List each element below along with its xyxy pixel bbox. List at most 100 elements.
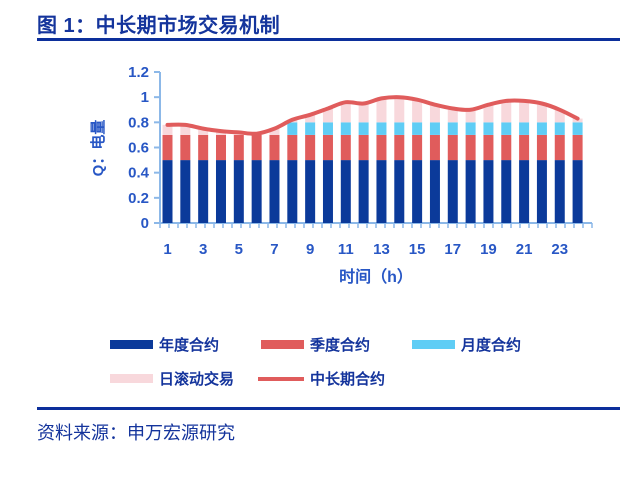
x-tick-label: 3 [199, 241, 207, 258]
bar-segment-季度合约 [358, 134, 369, 161]
bar-segment-年度合约 [554, 160, 565, 223]
bar-segment-季度合约 [483, 134, 494, 161]
bar-segment-年度合约 [572, 160, 583, 223]
bar-segment-月度合约 [572, 122, 583, 135]
x-tick-label: 5 [235, 241, 243, 258]
bar-segment-年度合约 [233, 160, 244, 223]
bar-segment-季度合约 [572, 134, 583, 161]
bar-segment-日滚动交易 [358, 103, 369, 123]
legend-item-月度合约: 月度合约 [412, 334, 521, 355]
bar-segment-年度合约 [376, 160, 387, 223]
bar-segment-年度合约 [519, 160, 530, 223]
bar-segment-年度合约 [322, 160, 333, 223]
x-tick-label: 7 [270, 241, 278, 258]
legend-item-季度合约: 季度合约 [261, 334, 370, 355]
title-underline [37, 38, 620, 41]
bar-segment-年度合约 [412, 160, 423, 223]
bar-segment-日滚动交易 [394, 97, 405, 123]
legend-swatch-bar [412, 340, 456, 349]
bar-segment-季度合约 [412, 134, 423, 161]
bar-segment-年度合约 [340, 160, 351, 223]
bar-segment-季度合约 [322, 134, 333, 161]
bar-segment-年度合约 [305, 160, 316, 223]
legend-label: 年度合约 [159, 337, 220, 354]
bar-segment-季度合约 [305, 134, 316, 161]
legend-swatch-bar [261, 340, 305, 349]
bar-segment-年度合约 [162, 160, 173, 223]
bar-segment-日滚动交易 [501, 100, 512, 123]
x-tick-label: 13 [373, 241, 390, 258]
bar-segment-日滚动交易 [269, 128, 280, 135]
bar-segment-年度合约 [536, 160, 547, 223]
bar-segment-日滚动交易 [340, 102, 351, 123]
bar-segment-月度合约 [358, 122, 369, 135]
legend-row-1: 年度合约 季度合约 月度合约 [110, 334, 521, 355]
bar-segment-年度合约 [180, 160, 191, 223]
bar-segment-季度合约 [536, 134, 547, 161]
x-tick-label: 23 [551, 241, 568, 258]
chart-area: 0 0.2 0.4 0.6 0.8 1 1.2 1 3 5 7 9 11 13 15 17 19 21 23 时间（h… [0, 50, 642, 300]
bar-segment-月度合约 [465, 122, 476, 135]
bar-segment-日滚动交易 [519, 100, 530, 123]
y-tick-label: 0.2 [128, 190, 149, 207]
bar-segment-日滚动交易 [162, 124, 173, 135]
bar-segment-月度合约 [519, 122, 530, 135]
bar-segment-季度合约 [447, 134, 458, 161]
x-tick-label: 19 [480, 241, 497, 258]
bar-segment-日滚动交易 [322, 108, 333, 123]
bar-segment-月度合约 [394, 122, 405, 135]
bar-segment-月度合约 [412, 122, 423, 135]
legend-label: 中长期合约 [310, 371, 386, 388]
bar-segment-年度合约 [251, 160, 262, 223]
bar-segment-季度合约 [269, 134, 280, 161]
legend-swatch-bar [110, 374, 153, 383]
bar-segment-月度合约 [429, 122, 440, 135]
bar-segment-年度合约 [465, 160, 476, 223]
x-tick-label: 11 [338, 241, 354, 258]
bar-segment-年度合约 [358, 160, 369, 223]
bar-segment-年度合约 [483, 160, 494, 223]
bar-segment-季度合约 [554, 134, 565, 161]
legend-swatch-line [258, 376, 305, 381]
y-tick-label: 0.4 [128, 165, 150, 182]
bar-segment-季度合约 [251, 134, 262, 161]
bar-segment-日滚动交易 [483, 104, 494, 123]
bar-segment-月度合约 [483, 122, 494, 135]
bar-segment-月度合约 [447, 122, 458, 135]
footer-rule [37, 407, 620, 410]
bar-segment-年度合约 [215, 160, 226, 223]
figure-title: 图 1：中长期市场交易机制 [37, 15, 281, 37]
bar-segment-年度合约 [447, 160, 458, 223]
bar-segment-季度合约 [340, 134, 351, 161]
x-tick-label: 1 [163, 241, 171, 258]
legend-item-日滚动交易: 日滚动交易 [110, 368, 234, 389]
bar-segment-日滚动交易 [465, 109, 476, 123]
bar-segment-日滚动交易 [376, 98, 387, 123]
bar-segment-月度合约 [322, 122, 333, 135]
bar-segment-日滚动交易 [536, 103, 547, 123]
bar-segment-季度合约 [394, 134, 405, 161]
x-tick-label: 17 [444, 241, 461, 258]
bar-segment-季度合约 [429, 134, 440, 161]
chart-svg: 00.20.40.60.811.21 3 5 7 9 11 13 15 17 19 21 23时间（h… [89, 64, 593, 286]
bar-segment-季度合约 [162, 134, 173, 161]
bar-segment-日滚动交易 [447, 108, 458, 123]
bar-segment-季度合约 [376, 134, 387, 161]
trend-line [165, 95, 580, 136]
y-tick-label: 1.2 [128, 64, 149, 81]
bar-segment-日滚动交易 [305, 114, 316, 123]
legend-label: 季度合约 [310, 337, 371, 354]
x-tick-label: 15 [409, 241, 426, 258]
bar-segment-年度合约 [394, 160, 405, 223]
legend-item-中长期合约: 中长期合约 [258, 368, 385, 389]
x-tick-label: 21 [516, 241, 533, 258]
bar-segment-月度合约 [340, 122, 351, 135]
bar-segment-月度合约 [536, 122, 547, 135]
bar-segment-月度合约 [376, 122, 387, 135]
y-tick-label: 1 [141, 89, 149, 106]
x-tick-label: 9 [306, 241, 314, 258]
x-axis-title: 时间（h） [339, 267, 413, 286]
bar-segment-日滚动交易 [198, 128, 209, 135]
bar-segment-月度合约 [305, 122, 316, 135]
